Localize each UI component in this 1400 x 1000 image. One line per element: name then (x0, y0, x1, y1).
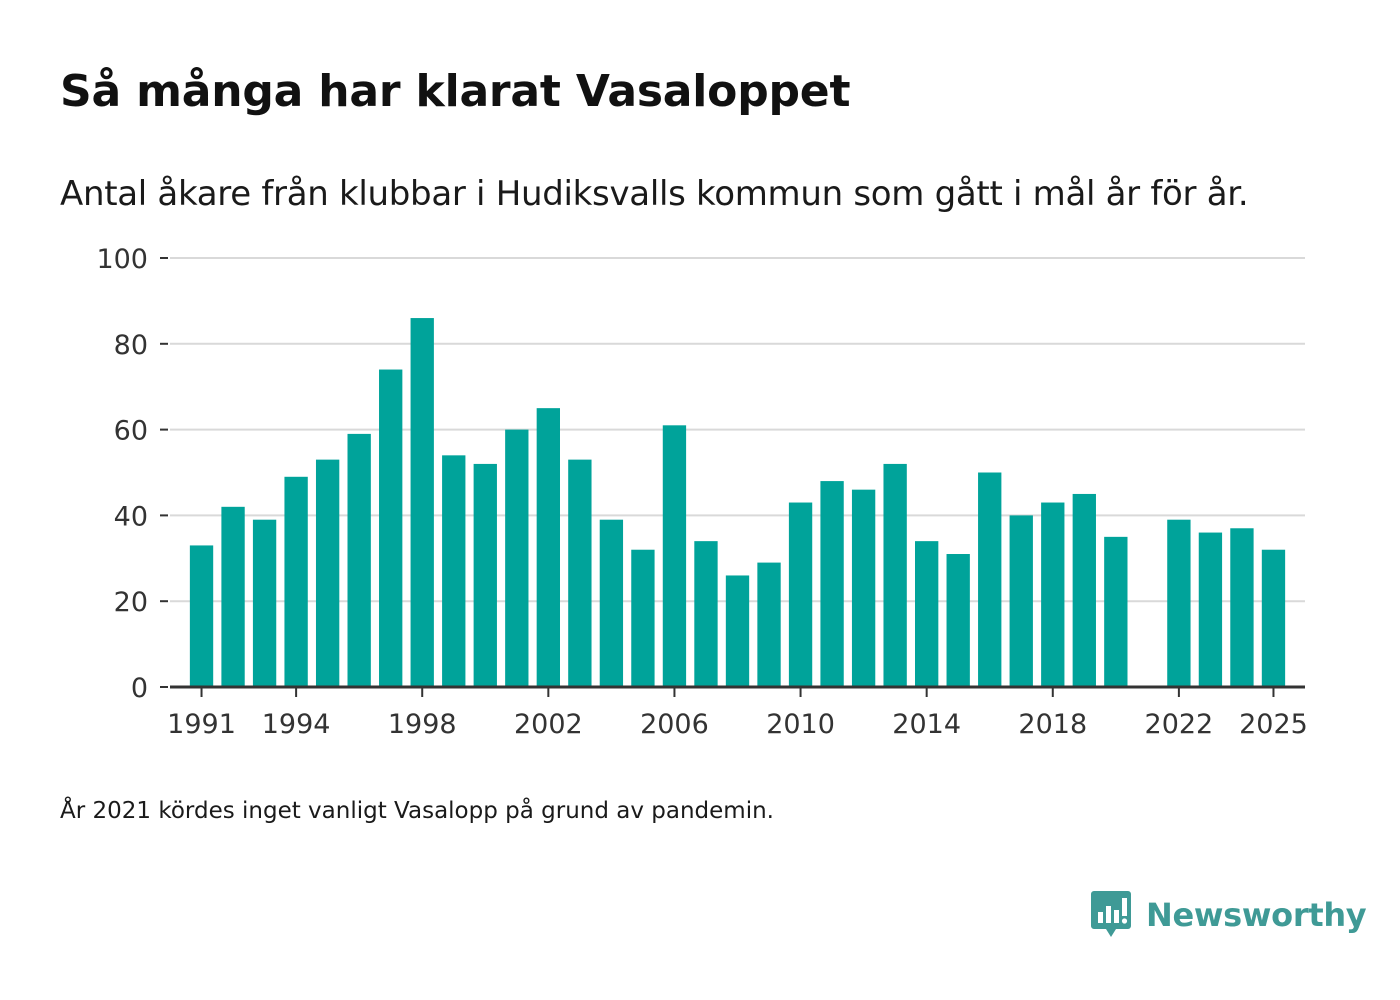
x-tick-label: 2010 (766, 709, 835, 740)
footnote: År 2021 kördes inget vanligt Vasalopp på… (60, 798, 774, 824)
bar-2019 (1072, 493, 1096, 687)
bar-2003 (568, 459, 592, 687)
bar-2000 (473, 463, 497, 687)
bar-2009 (757, 562, 781, 687)
bar-2020 (1104, 536, 1128, 687)
bar-1998 (410, 318, 434, 687)
bar-2015 (946, 554, 970, 687)
y-tick-label: 20 (114, 587, 148, 618)
bar-1993 (252, 519, 277, 687)
bar-2001 (505, 429, 529, 687)
bar-2025 (1261, 549, 1286, 687)
bar-1996 (347, 433, 371, 687)
y-axis-ticks: 0 20 40 60 80 100 (96, 244, 168, 704)
x-tick-label: 2022 (1145, 709, 1214, 740)
bar-2023 (1198, 532, 1223, 687)
bar-2002 (536, 408, 560, 687)
bar-2017 (1009, 515, 1033, 687)
x-tick-label: 2025 (1239, 709, 1308, 740)
bar-chart: 0 20 40 60 80 100 1991 1994 1998 2002 2006 2010 201… (96, 244, 1308, 740)
bar-2018 (1041, 502, 1065, 687)
bar-1995 (315, 459, 340, 687)
y-tick-label: 0 (131, 673, 148, 704)
bar-2008 (725, 575, 750, 687)
x-tick-label: 2006 (640, 709, 709, 740)
x-axis: 1991 1994 1998 2002 2006 2010 2014 2018 2022 2025 (167, 685, 1308, 740)
bar-2012 (851, 489, 876, 687)
x-tick-label: 1998 (388, 709, 457, 740)
bar-1997 (379, 369, 403, 687)
bar-2024 (1230, 528, 1254, 687)
brand-logo: Newsworthy (1090, 890, 1367, 940)
newsworthy-logo-icon (1091, 891, 1131, 937)
x-tick-label: 2014 (892, 709, 961, 740)
y-tick-label: 60 (114, 416, 148, 447)
y-tick-label: 100 (96, 244, 148, 275)
bar-2006 (662, 425, 687, 687)
bar-2010 (788, 502, 813, 687)
chart-title: Så många har klarat Vasaloppet (60, 66, 851, 117)
x-tick-label: 1994 (262, 709, 331, 740)
gridlines (170, 257, 1305, 603)
x-tick-label: 1991 (167, 709, 236, 740)
bar-2022 (1167, 519, 1191, 687)
y-tick-label: 80 (114, 330, 148, 361)
bar-1994 (284, 476, 308, 687)
bar-2016 (978, 472, 1002, 687)
bar-2007 (694, 541, 718, 687)
bar-2005 (631, 549, 655, 687)
x-tick-label: 2002 (514, 709, 583, 740)
bar-1992 (221, 506, 245, 687)
bar-1991 (189, 545, 214, 687)
bars (189, 318, 1286, 687)
brand-name: Newsworthy (1146, 896, 1367, 934)
chart-subtitle: Antal åkare från klubbar i Hudiksvalls k… (60, 174, 1249, 214)
bar-1999 (442, 455, 466, 687)
y-tick-label: 40 (114, 501, 148, 532)
x-tick-label: 2018 (1018, 709, 1087, 740)
bar-2011 (820, 481, 844, 687)
bar-2013 (883, 463, 907, 687)
bar-2014 (915, 541, 939, 687)
bar-2004 (599, 519, 624, 687)
